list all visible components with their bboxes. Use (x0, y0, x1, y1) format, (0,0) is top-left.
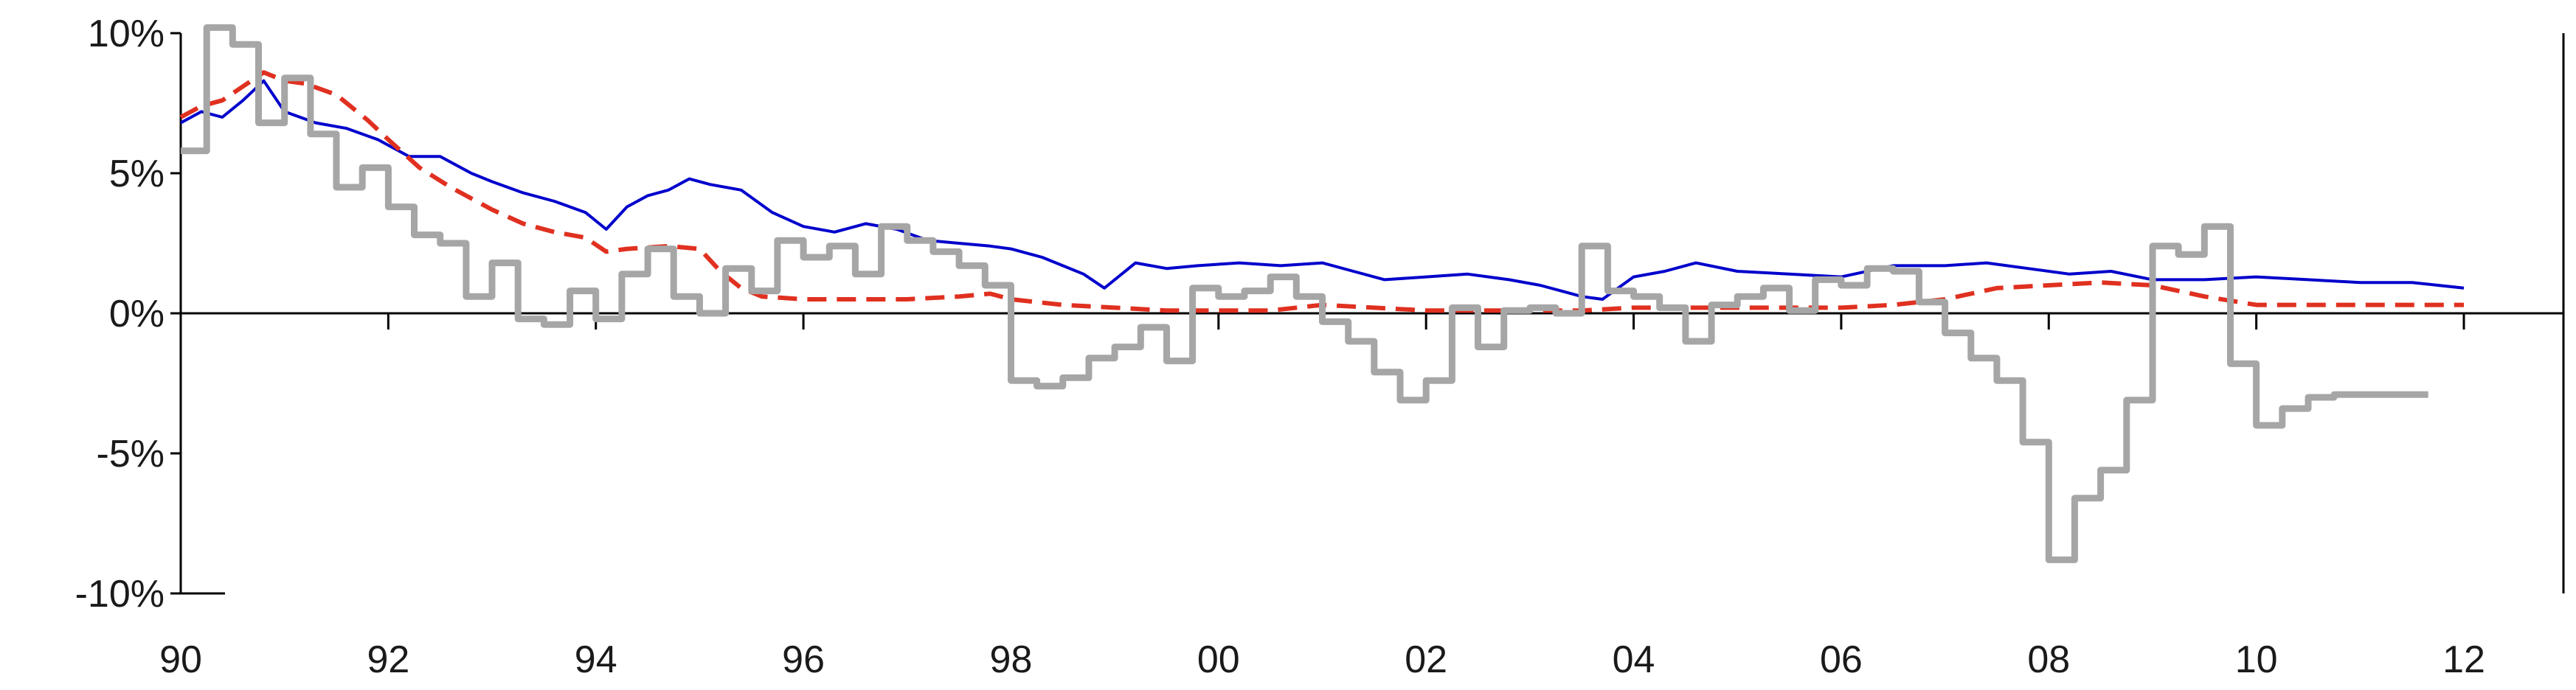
x-tick-label: 02 (1405, 638, 1447, 681)
tick-labels: 10% 5% 0% -5% -10% 90 92 94 96 98 00 02 04 06 08 10 12 (75, 13, 2485, 681)
series-line-blue (180, 79, 2465, 301)
y-tick-label: -5% (97, 433, 165, 475)
x-tick-label: 96 (782, 638, 825, 681)
axes (170, 32, 2565, 595)
x-tick-label: 90 (159, 638, 202, 681)
series-line-grey-step (181, 24, 2428, 563)
x-tick-label: 94 (575, 638, 617, 681)
x-tick-label: 10 (2235, 638, 2278, 681)
x-tick-label: 04 (1613, 638, 1655, 681)
y-tick-label: 10% (88, 13, 165, 55)
y-tick-label: 0% (109, 293, 165, 335)
x-tick-label: 08 (2027, 638, 2070, 681)
series-line-red-dashed (179, 70, 2464, 313)
x-tick-label: 06 (1820, 638, 1863, 681)
x-tick-label: 12 (2442, 638, 2485, 681)
y-tick-label: 5% (109, 153, 165, 195)
x-tick-label: 00 (1197, 638, 1240, 681)
x-tick-label: 92 (367, 638, 409, 681)
x-tick-label: 98 (990, 638, 1033, 681)
y-tick-label: -10% (75, 573, 165, 616)
series-layer (179, 24, 2465, 563)
